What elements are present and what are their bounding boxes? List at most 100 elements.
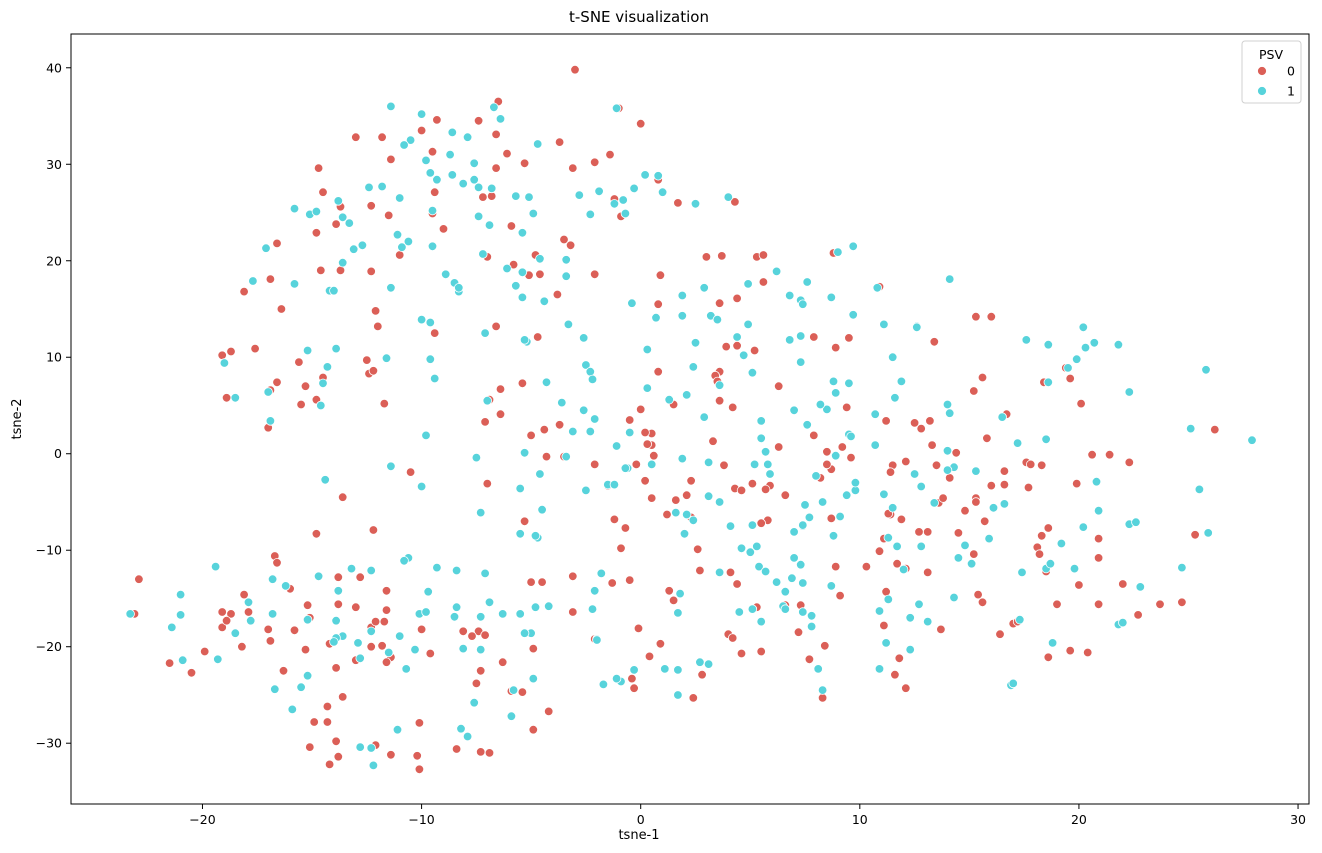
- scatter-point-psv-0: [570, 64, 580, 75]
- scatter-point-psv-1: [1091, 477, 1102, 487]
- scatter-point-psv-0: [338, 692, 348, 702]
- scatter-point-psv-1: [690, 199, 701, 209]
- scatter-point-psv-0: [1023, 482, 1034, 493]
- scatter-point-psv-0: [1082, 647, 1093, 658]
- scatter-point-psv-1: [898, 564, 909, 575]
- scatter-point-psv-1: [311, 206, 322, 217]
- scatter-point-psv-1: [657, 187, 668, 197]
- data-points-layer: [125, 64, 1257, 775]
- scatter-point-psv-0: [379, 398, 390, 409]
- scatter-point-psv-1: [355, 742, 365, 752]
- scatter-point-psv-1: [533, 139, 543, 149]
- scatter-point-psv-0: [1093, 553, 1104, 563]
- scatter-point-psv-0: [655, 270, 666, 280]
- scatter-point-psv-0: [640, 476, 650, 486]
- scatter-point-psv-0: [609, 514, 620, 525]
- scatter-point-psv-1: [870, 409, 880, 419]
- scatter-point-psv-1: [401, 664, 411, 674]
- scatter-point-psv-0: [1133, 610, 1143, 620]
- scatter-point-psv-1: [331, 343, 341, 354]
- x-tick-label: 0: [637, 812, 645, 827]
- scatter-point-psv-1: [842, 490, 852, 500]
- scatter-point-psv-1: [870, 440, 880, 450]
- scatter-point-psv-0: [519, 516, 530, 527]
- scatter-point-psv-0: [1065, 373, 1075, 384]
- scatter-point-psv-1: [539, 296, 550, 307]
- scatter-point-psv-1: [1089, 338, 1100, 348]
- scatter-point-psv-0: [495, 409, 506, 419]
- scatter-point-psv-0: [386, 154, 396, 165]
- scatter-point-psv-1: [673, 608, 683, 618]
- scatter-point-psv-1: [544, 601, 554, 611]
- scatter-point-psv-1: [848, 241, 858, 252]
- scatter-point-psv-0: [728, 633, 738, 643]
- scatter-point-psv-1: [425, 354, 436, 364]
- scatter-point-psv-1: [395, 193, 405, 203]
- scatter-point-psv-1: [988, 503, 999, 513]
- scatter-point-psv-0: [662, 509, 672, 520]
- scatter-point-psv-1: [405, 135, 416, 145]
- scatter-point-psv-1: [484, 220, 495, 230]
- scatter-point-psv-1: [346, 563, 357, 574]
- scatter-point-psv-1: [888, 503, 898, 513]
- scatter-point-psv-0: [316, 265, 326, 276]
- y-tick-label: −20: [36, 639, 62, 654]
- scatter-point-psv-0: [590, 157, 600, 168]
- scatter-point-psv-0: [953, 528, 964, 538]
- scatter-point-psv-0: [322, 701, 333, 712]
- scatter-point-psv-0: [931, 460, 942, 471]
- scatter-point-psv-0: [1177, 597, 1187, 608]
- scatter-point-psv-0: [916, 423, 926, 434]
- y-tick-label: −10: [36, 543, 62, 558]
- scatter-point-psv-1: [1071, 354, 1082, 364]
- scatter-point-psv-0: [688, 693, 699, 703]
- scatter-point-psv-1: [747, 520, 758, 530]
- scatter-point-psv-1: [177, 655, 188, 665]
- scatter-point-psv-0: [758, 277, 769, 287]
- scatter-point-psv-1: [1118, 617, 1128, 628]
- scatter-point-psv-0: [774, 442, 784, 452]
- scatter-point-psv-1: [813, 664, 823, 674]
- scatter-point-psv-1: [381, 353, 392, 363]
- scatter-point-psv-1: [785, 290, 795, 301]
- scatter-point-psv-0: [526, 577, 536, 587]
- scatter-point-psv-1: [749, 459, 760, 470]
- scatter-point-psv-1: [802, 277, 812, 287]
- scatter-point-psv-1: [1069, 563, 1080, 574]
- scatter-point-psv-1: [798, 299, 808, 309]
- scatter-point-psv-1: [263, 387, 273, 397]
- scatter-point-psv-1: [756, 433, 766, 444]
- scatter-point-psv-1: [489, 102, 499, 113]
- scatter-point-psv-1: [392, 725, 403, 735]
- scatter-point-psv-1: [248, 276, 258, 286]
- scatter-point-psv-0: [973, 589, 983, 600]
- scatter-point-psv-1: [688, 515, 699, 526]
- scatter-point-psv-1: [1041, 434, 1051, 445]
- scatter-point-psv-1: [677, 290, 688, 301]
- scatter-point-psv-1: [703, 491, 714, 501]
- scatter-point-psv-1: [175, 589, 186, 600]
- legend-marker-1: [1257, 86, 1267, 96]
- scatter-point-psv-1: [245, 616, 256, 626]
- scatter-point-psv-0: [999, 479, 1010, 490]
- scatter-point-psv-1: [322, 362, 333, 372]
- scatter-point-psv-1: [331, 616, 341, 626]
- scatter-point-psv-0: [986, 312, 997, 322]
- scatter-point-psv-0: [164, 658, 175, 668]
- scatter-point-psv-0: [381, 657, 392, 667]
- scatter-point-psv-0: [272, 377, 282, 388]
- scatter-point-psv-0: [1036, 531, 1047, 541]
- scatter-point-psv-1: [462, 132, 473, 142]
- scatter-point-psv-1: [642, 383, 653, 393]
- scatter-point-psv-1: [484, 597, 495, 608]
- legend-entries: 01: [1257, 64, 1295, 99]
- x-axis-ticks: −20 −10 0 10 20 30: [189, 804, 1306, 827]
- scatter-point-psv-0: [533, 332, 543, 342]
- scatter-point-psv-0: [226, 609, 236, 619]
- scatter-point-psv-1: [392, 229, 403, 240]
- scatter-point-psv-0: [664, 586, 674, 596]
- scatter-point-psv-1: [333, 196, 344, 206]
- scatter-point-psv-0: [412, 751, 422, 761]
- scatter-point-psv-0: [289, 625, 300, 636]
- scatter-point-psv-0: [265, 274, 276, 284]
